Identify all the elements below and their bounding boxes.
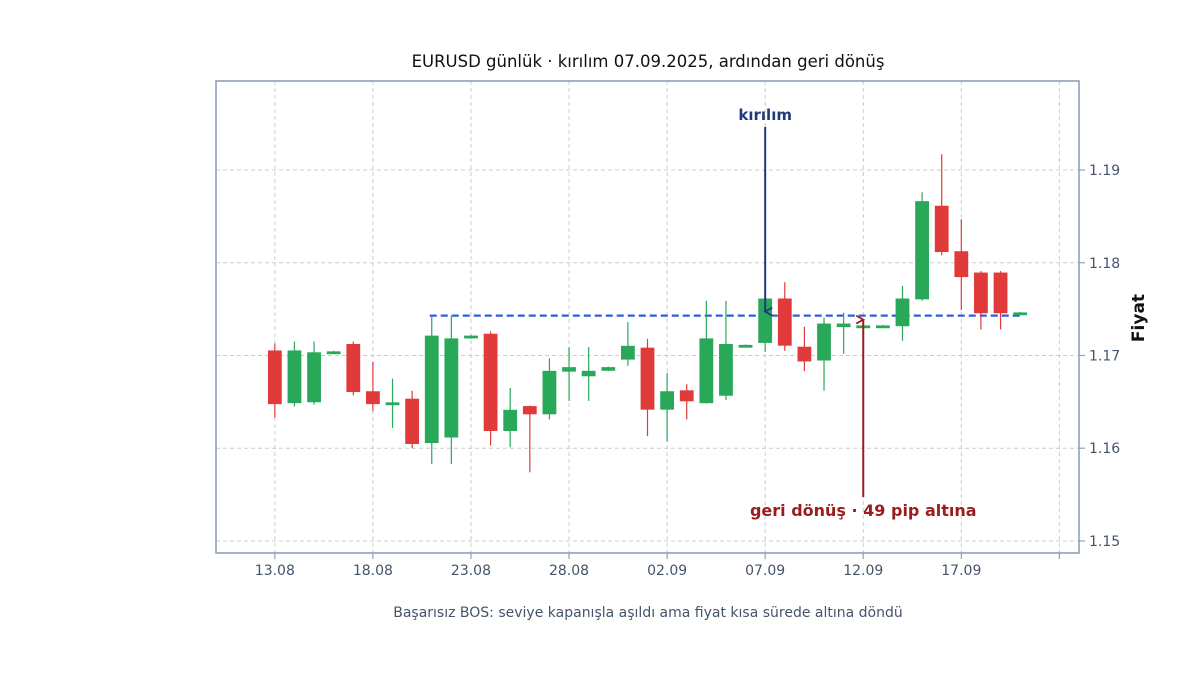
candle-body: [836, 323, 851, 328]
candle-body: [405, 398, 420, 444]
candle-down: [974, 271, 988, 330]
candle-up: [385, 378, 400, 428]
candle-up: [915, 192, 929, 301]
grid-lines: [216, 81, 1079, 553]
candle-body: [777, 298, 792, 346]
candle-body: [503, 409, 518, 431]
candle-body: [875, 325, 890, 329]
candle-up: [307, 341, 321, 405]
candle-body: [307, 352, 321, 403]
candle-down: [934, 154, 949, 256]
candle-up: [503, 387, 518, 448]
candle-down: [405, 390, 420, 449]
candle-body: [640, 347, 655, 410]
x-tick-label: 07.09: [745, 563, 785, 579]
candle-body: [817, 323, 831, 361]
x-tick-label: 12.09: [843, 563, 883, 579]
breakout-label: kırılım: [738, 106, 792, 124]
candle-body: [326, 351, 341, 355]
candle-body: [444, 338, 459, 438]
candle-up: [444, 315, 459, 464]
candle-down: [777, 282, 792, 351]
candle-body: [620, 345, 635, 360]
candle-up: [699, 300, 714, 404]
candle-body: [601, 367, 616, 371]
candle-up: [836, 312, 851, 354]
candle-body: [1013, 312, 1028, 316]
y-tick-label: 1.17: [1089, 348, 1120, 364]
chart-title: EURUSD günlük · kırılım 07.09.2025, ardı…: [412, 52, 885, 71]
candle-body: [954, 251, 969, 278]
candle-body: [895, 298, 910, 327]
y-tick-label: 1.19: [1089, 163, 1120, 179]
candle-body: [346, 343, 361, 393]
candle-body: [424, 335, 439, 444]
x-tick-label: 13.08: [255, 563, 295, 579]
x-tick-label: 23.08: [451, 563, 491, 579]
candle-up: [287, 341, 302, 407]
candle-up: [581, 347, 596, 401]
candle-body: [366, 391, 380, 405]
candle-down: [797, 326, 812, 372]
x-tick-label: 02.09: [647, 563, 687, 579]
candle-body: [464, 335, 478, 339]
x-axis: 13.08 18.08 23.08 28.08 02.09 07.09 12.09 17.09: [255, 553, 1060, 579]
reversal-label: geri dönüş · 49 pip altına: [750, 501, 977, 520]
candle-down: [640, 338, 655, 437]
plot-frame: [215, 80, 1080, 554]
candle-up: [738, 344, 753, 348]
x-tick-label: 18.08: [353, 563, 393, 579]
candle-up: [464, 335, 478, 339]
candle-body: [679, 390, 694, 402]
candle-down: [679, 384, 694, 420]
candle-body: [699, 338, 714, 404]
candle-down: [483, 331, 498, 446]
annotations-group: kırılım geri dönüş · 49 pip altına: [738, 106, 976, 520]
y-tick-label: 1.15: [1089, 534, 1120, 550]
candle-body: [719, 343, 733, 396]
candle-up: [817, 317, 831, 391]
candle-down: [522, 405, 537, 473]
x-tick-label: 28.08: [549, 563, 589, 579]
candle-down: [366, 361, 380, 412]
candle-body: [385, 402, 400, 406]
candle-body: [562, 367, 576, 372]
candle-up: [620, 322, 635, 366]
candle-up: [424, 315, 439, 464]
candle-body: [581, 370, 596, 377]
y-tick-label: 1.18: [1089, 256, 1120, 272]
candle-body: [993, 272, 1008, 314]
candle-body: [267, 350, 282, 405]
candle-body: [915, 201, 929, 300]
candle-body: [542, 370, 557, 415]
candle-up: [326, 350, 341, 355]
candle-body: [934, 205, 949, 253]
candle-body: [738, 344, 753, 348]
y-tick-label: 1.16: [1089, 441, 1120, 457]
candle-body: [522, 406, 537, 415]
candle-up: [719, 300, 733, 400]
candle-up: [1013, 311, 1028, 316]
candle-down: [954, 219, 969, 311]
candle-up: [895, 285, 910, 341]
x-tick-label: 17.09: [941, 563, 981, 579]
candle-body: [660, 391, 675, 410]
candle-up: [562, 347, 576, 401]
candle-body: [287, 350, 302, 404]
candle-up: [542, 358, 557, 420]
candle-down: [267, 343, 282, 418]
y-axis: 1.15 1.16 1.17 1.18 1.19: [1079, 163, 1120, 550]
candle-up: [875, 324, 890, 329]
y-axis-label: Fiyat: [1129, 294, 1149, 342]
candle-down: [346, 341, 361, 396]
candle-down: [993, 271, 1008, 330]
candle-up: [601, 366, 616, 372]
candle-up: [660, 373, 675, 442]
candles-group: [267, 154, 1028, 473]
candle-body: [974, 272, 988, 314]
candle-body: [483, 333, 498, 431]
candle-body: [797, 346, 812, 362]
chart-subtitle: Başarısız BOS: seviye kapanışla aşıldı a…: [393, 605, 903, 621]
